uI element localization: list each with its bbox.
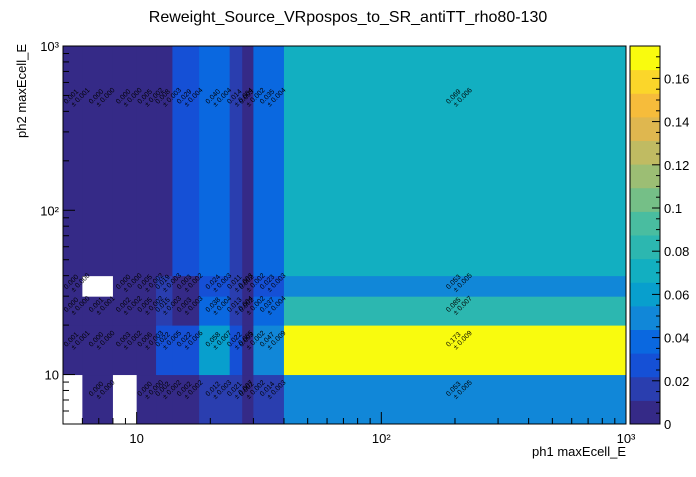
heatmap-cell (82, 374, 114, 425)
heatmap-cell (253, 325, 285, 376)
colorbar-swatch (630, 305, 660, 330)
heatmap-cell (63, 374, 83, 425)
heatmap-cell (172, 325, 200, 376)
heatmap-cell (172, 275, 200, 297)
heatmap-cell (112, 46, 138, 277)
colorbar-swatch (630, 258, 660, 283)
heatmap-cell (156, 374, 173, 425)
heatmap-cell (156, 46, 173, 277)
heatmap-cell (136, 46, 157, 277)
heatmap-cell (229, 275, 243, 297)
heatmap-cell (63, 325, 83, 376)
heatmap-cell (229, 296, 243, 326)
heatmap-cell (156, 275, 173, 297)
colorbar-swatch (630, 211, 660, 236)
heatmap-cell (229, 46, 243, 277)
heatmap-cell (156, 296, 173, 326)
heatmap-cell (63, 296, 83, 326)
heatmap-cell (112, 374, 138, 425)
x-tick-label: 10² (372, 431, 391, 446)
heatmap-cell (82, 46, 114, 277)
colorbar-swatch (630, 235, 660, 260)
heatmap-cell (136, 296, 157, 326)
heatmap-cell (253, 46, 285, 277)
colorbar-tick-label: 0.06 (664, 287, 689, 302)
heatmap-cell (283, 275, 627, 297)
heatmap-cell (112, 275, 138, 297)
heatmap-cell (82, 325, 114, 376)
chart-title: Reweight_Source_VRpospos_to_SR_antiTT_rh… (149, 9, 548, 26)
x-tick-label: 10³ (617, 431, 636, 446)
heatmap-cell (199, 46, 231, 277)
colorbar-swatch (630, 116, 660, 141)
heatmap-cell (229, 325, 243, 376)
heatmap-cell (253, 296, 285, 326)
heatmap-cell (253, 374, 285, 425)
colorbar-tick-label: 0.14 (664, 115, 689, 130)
heatmap-cells (63, 46, 627, 425)
heatmap-cell (136, 374, 157, 425)
x-axis-label: ph1 maxEcell_E (532, 444, 626, 459)
heatmap-cell (172, 374, 200, 425)
colorbar-tick-label: 0 (664, 417, 671, 432)
heatmap-cell (82, 275, 114, 297)
heatmap-cell (112, 325, 138, 376)
heatmap-cell (229, 374, 243, 425)
heatmap-cell (199, 296, 231, 326)
heatmap-cell (242, 46, 254, 277)
heatmap-cell (63, 46, 83, 277)
colorbar-tick-label: 0.08 (664, 244, 689, 259)
heatmap-cell (172, 296, 200, 326)
colorbar-swatch (630, 400, 660, 425)
y-tick-label: 10³ (40, 39, 59, 54)
heatmap-cell (199, 275, 231, 297)
colorbar-swatch (630, 69, 660, 94)
heatmap-cell (253, 275, 285, 297)
colorbar-swatch (630, 140, 660, 165)
colorbar-swatch (630, 353, 660, 378)
colorbar-tick-label: 0.16 (664, 71, 689, 86)
heatmap-cell (283, 325, 627, 376)
colorbar: 0 0.02 0.04 0.06 0.08 0.1 0.12 0.14 0.16 (629, 45, 689, 432)
heatmap-cell (242, 275, 254, 297)
heatmap-cell (283, 374, 627, 425)
heatmap-cell (199, 325, 231, 376)
heatmap-cell (242, 374, 254, 425)
heatmap-cell (82, 296, 114, 326)
colorbar-swatch (630, 329, 660, 354)
colorbar-frame (629, 45, 661, 425)
heatmap-cell (136, 325, 157, 376)
heatmap-cell (283, 296, 627, 326)
plot-frame (62, 45, 627, 425)
heatmap-cell (199, 374, 231, 425)
heatmap-cell (242, 325, 254, 376)
heatmap-cell (242, 296, 254, 326)
heatmap-cell (172, 46, 200, 277)
colorbar-swatch (630, 164, 660, 189)
colorbar-tick-label: 0.02 (664, 374, 689, 389)
colorbar-tick-label: 0.04 (664, 331, 689, 346)
y-axis-label: ph2 maxEcell_E (14, 44, 29, 138)
colorbar-swatch (630, 93, 660, 118)
heatmap-cell (156, 325, 173, 376)
y-tick-label: 10² (40, 203, 59, 218)
axes: 10 10² 10³ 10 10² 10³ (40, 39, 636, 446)
colorbar-swatch (630, 46, 660, 71)
colorbar-tick-label: 0.12 (664, 158, 689, 173)
heatmap-cell (283, 46, 627, 277)
heatmap-cell (136, 275, 157, 297)
y-tick-label: 10 (45, 368, 59, 383)
heatmap-cell (63, 275, 83, 297)
colorbar-tick-label: 0.1 (664, 201, 682, 216)
heatmap-cell (112, 296, 138, 326)
x-tick-label: 10 (129, 431, 143, 446)
